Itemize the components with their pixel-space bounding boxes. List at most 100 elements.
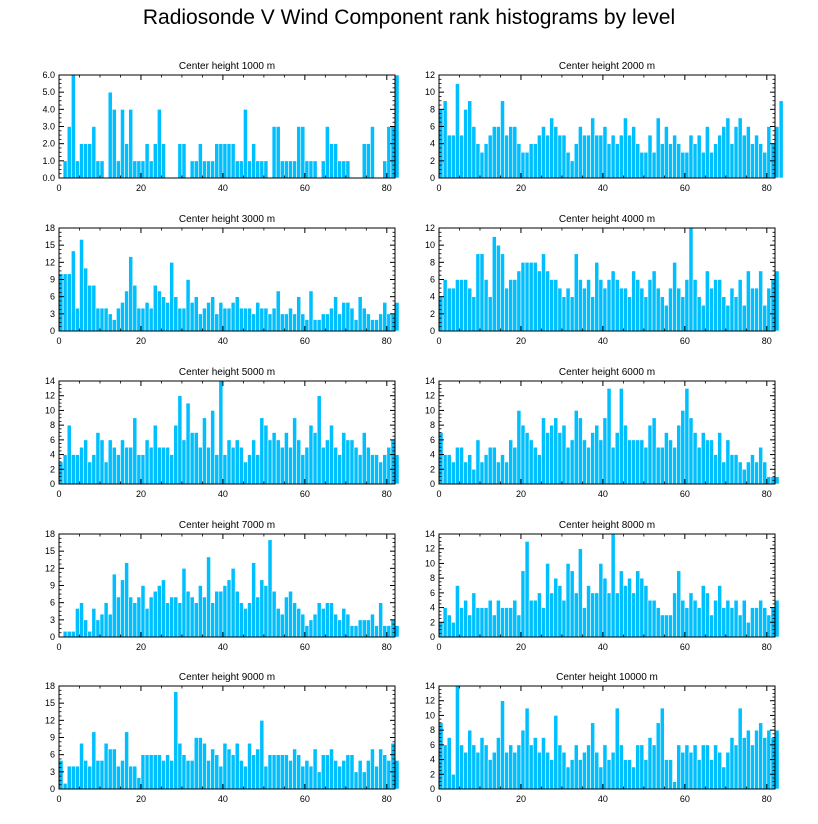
histogram-bar [91,126,97,179]
histogram-bar [230,143,236,179]
y-tick-label: 4 [50,450,55,460]
x-tick-label: 40 [598,794,608,804]
histogram-bar [374,454,379,485]
histogram-bar [107,91,113,179]
histogram-bar [696,446,702,485]
histogram-bar [746,621,751,638]
histogram-bar [721,607,727,638]
histogram-bar [70,74,76,179]
y-tick-label: 0 [430,479,435,489]
histogram-bar [520,424,526,485]
histogram-bar [107,613,113,638]
histogram-bar [623,117,628,179]
histogram-bar [325,126,330,179]
histogram-bar [541,737,546,790]
histogram-bar [561,134,567,179]
y-tick-label: 2 [50,464,55,474]
histogram-bar [512,599,518,638]
histogram-bar [582,287,587,332]
histogram-bar [582,134,587,179]
histogram-bar [288,446,293,485]
histogram-bar [91,454,97,485]
histogram-bar [370,454,375,485]
histogram-bar [66,424,72,485]
y-tick-label: 6 [50,292,55,302]
histogram-bar [491,446,497,485]
histogram-bar [251,313,256,332]
histogram-bar [218,302,224,332]
histogram-bar [565,563,571,638]
histogram-bar [120,302,125,332]
histogram-bar [120,760,125,790]
histogram-bar [271,307,277,332]
y-tick-label: 12 [425,70,435,80]
histogram-bar [198,313,203,332]
histogram-bar [292,160,297,179]
histogram-bar [304,446,310,485]
x-tick-label: 80 [382,336,392,346]
histogram-bar [758,722,764,790]
histogram-bar [762,737,768,790]
histogram-bar [99,439,105,485]
histogram-bar [631,270,636,332]
histogram-bar [737,279,743,332]
histogram-bar [116,160,121,179]
histogram-bar [635,744,641,790]
histogram-bar [762,151,768,179]
y-tick-label: 5.0 [42,87,55,97]
histogram-bar [643,585,649,638]
histogram-bar [590,432,596,485]
x-tick-label: 0 [56,183,61,193]
histogram-bar [366,619,371,638]
histogram-bar [778,100,784,179]
histogram-bar [733,744,739,790]
histogram-bar [500,607,505,638]
histogram-bar [144,143,150,179]
histogram-bar [304,319,310,332]
histogram-bar [341,302,347,332]
histogram-bar [210,160,216,179]
histogram-bar [374,625,379,638]
histogram-bar [132,417,138,485]
histogram-bar [516,744,522,790]
chart-main-title: Radiosonde V Wind Component rank histogr… [142,6,676,29]
histogram-bar [165,446,170,485]
y-tick-label: 2 [430,617,435,627]
histogram-bar [664,759,669,790]
histogram-bar [103,461,109,485]
histogram-bar [87,461,93,485]
histogram-bar [618,570,624,638]
histogram-bar [333,613,338,638]
histogram-bar [140,454,146,485]
histogram-bar [553,715,559,790]
histogram-bar [504,607,509,638]
histogram-bar [475,607,481,638]
histogram-bar [450,461,456,485]
y-tick-label: 9 [50,733,55,743]
histogram-bar [177,602,183,638]
histogram-bar [487,599,493,638]
histogram-bar [226,579,232,638]
histogram-bar [292,602,297,638]
histogram-bar [582,439,587,485]
histogram-bar [676,143,682,179]
x-tick-label: 60 [680,642,690,652]
histogram-bar [181,568,187,638]
x-tick-label: 40 [218,336,228,346]
histogram-bar [471,468,477,485]
histogram-bar [296,608,302,638]
histogram-bar [70,454,76,485]
panel-title: Center height 2000 m [559,61,655,72]
histogram-bar [366,313,371,332]
histogram-bar [136,777,142,790]
histogram-bar [565,446,571,485]
histogram-bar [345,613,351,638]
histogram-bar [279,160,285,179]
histogram-bar [614,432,620,485]
histogram-bar [524,262,530,332]
histogram-bar [144,302,150,332]
histogram-bar [251,562,256,638]
histogram-bar [87,630,93,638]
histogram-bar [561,296,567,332]
histogram-bar [288,760,293,790]
